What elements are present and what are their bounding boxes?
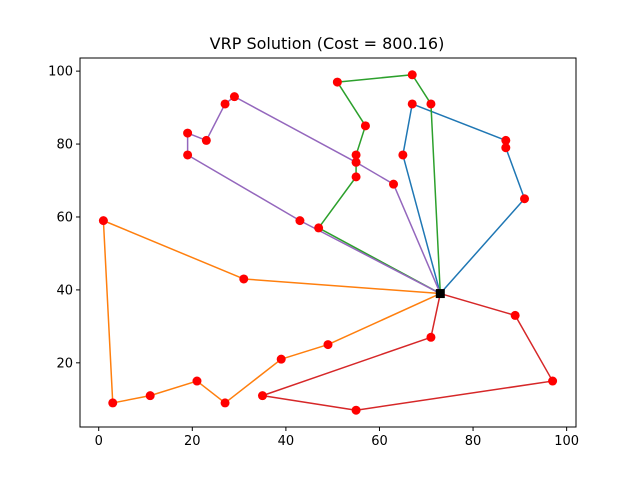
customer-point-route3-7: [426, 99, 436, 109]
y-tick-label-80: 80: [56, 138, 73, 153]
y-tick-label-40: 40: [56, 283, 73, 298]
customer-point-route5-5: [201, 135, 211, 145]
customer-point-route2-3: [108, 398, 118, 408]
customer-point-route3-3: [351, 150, 361, 160]
customer-point-route1-2: [407, 99, 417, 109]
customer-point-route2-8: [323, 340, 333, 350]
customer-point-route5-4: [220, 99, 230, 109]
x-tick-label-0: 0: [95, 434, 103, 449]
customer-point-route3-1: [314, 223, 324, 233]
customer-point-route5-6: [183, 128, 193, 138]
route-line-2: [102, 219, 441, 404]
customer-point-route2-7: [276, 354, 286, 364]
customer-point-route4-2: [548, 376, 558, 386]
customer-point-route2-1: [239, 274, 249, 284]
customer-point-route2-2: [98, 216, 108, 226]
customer-point-route3-5: [332, 77, 342, 87]
customer-point-route5-2: [351, 157, 361, 167]
customer-point-route4-4: [257, 391, 267, 401]
y-tick-label-60: 60: [56, 210, 73, 225]
route-line-5: [186, 95, 441, 295]
x-tick-label-80: 80: [465, 434, 482, 449]
x-tick-label-100: 100: [554, 434, 579, 449]
customer-point-route5-7: [183, 150, 193, 160]
customer-point-route4-5: [426, 332, 436, 342]
routes-layer: [102, 74, 554, 411]
customer-point-route1-3: [501, 135, 511, 145]
customer-point-route3-6: [407, 70, 417, 80]
customer-point-route5-8: [295, 216, 305, 226]
depot-marker: [435, 289, 445, 299]
y-axis: 20 40 60 80 100: [48, 65, 80, 371]
route-line-1: [402, 103, 526, 295]
x-axis: 0 20 40 60 80 100: [95, 427, 579, 449]
chart-title: VRP Solution (Cost = 800.16): [210, 34, 445, 53]
customer-point-route3-2: [351, 172, 361, 182]
customer-point-route2-6: [220, 398, 230, 408]
x-tick-label-40: 40: [278, 434, 295, 449]
y-tick-label-100: 100: [48, 65, 73, 80]
markers-layer: [98, 70, 558, 415]
x-tick-label-20: 20: [184, 434, 201, 449]
customer-point-route1-5: [520, 194, 530, 204]
customer-point-route4-1: [510, 310, 520, 320]
customer-point-route3-4: [360, 121, 370, 131]
plot-frame: [79, 57, 577, 428]
customer-point-route1-1: [398, 150, 408, 160]
x-tick-label-60: 60: [371, 434, 388, 449]
customer-point-route2-5: [192, 376, 202, 386]
customer-point-route2-4: [145, 391, 155, 401]
customer-point-route1-4: [501, 143, 511, 153]
y-tick-label-20: 20: [56, 356, 73, 371]
customer-point-route5-3: [229, 92, 239, 102]
customer-point-route4-3: [351, 405, 361, 415]
customer-point-route5-1: [389, 179, 399, 189]
